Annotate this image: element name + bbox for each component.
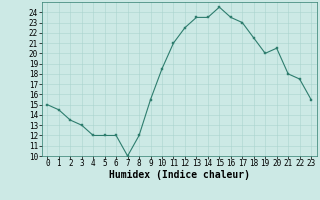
X-axis label: Humidex (Indice chaleur): Humidex (Indice chaleur) [109, 170, 250, 180]
